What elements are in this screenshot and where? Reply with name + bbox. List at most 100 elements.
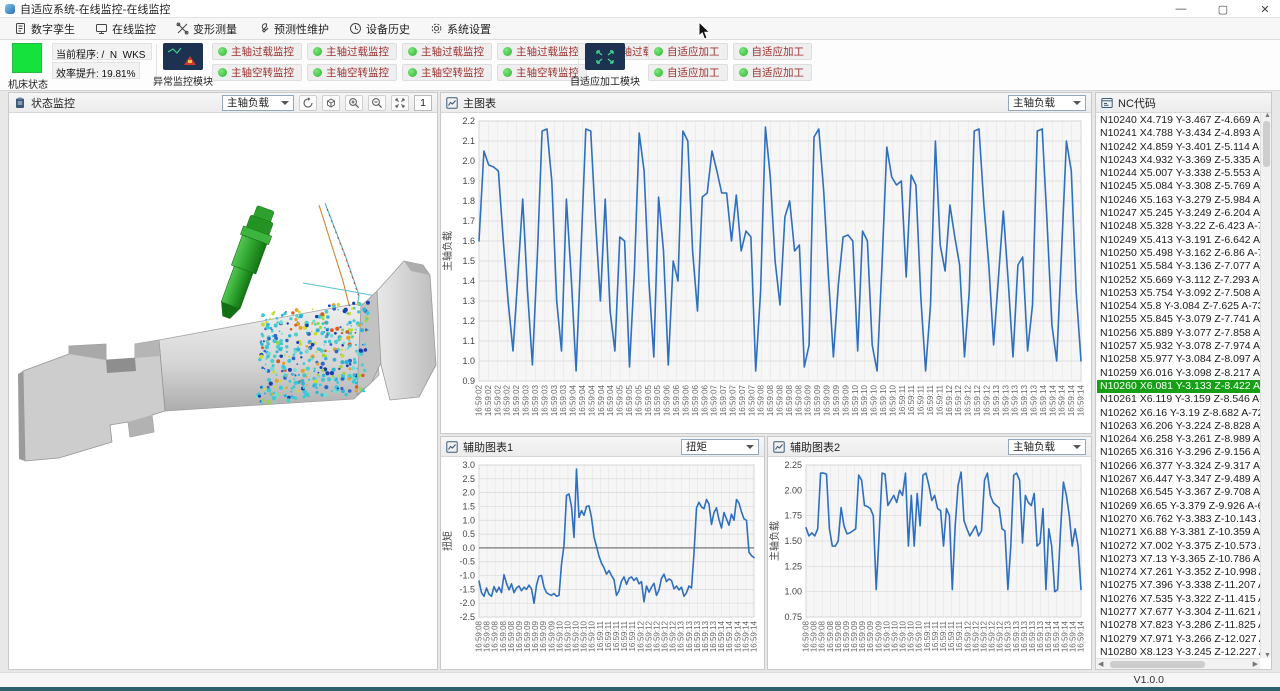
abnormal-monitor-module-icon[interactable] <box>163 43 203 70</box>
nc-code-line[interactable]: N10254 X5.8 Y-3.084 Z-7.625 A-73.571 C <box>1100 300 1260 313</box>
svg-text:16:59:10: 16:59:10 <box>580 620 589 652</box>
menu-item-predictive-maintenance[interactable]: 预测性维护 <box>251 19 339 39</box>
nc-code-line[interactable]: N10279 X7.971 Y-3.266 Z-12.027 A-62.98 <box>1100 632 1260 645</box>
nc-code-line[interactable]: N10251 X5.584 Y-3.136 Z-7.077 A-74.012 <box>1100 260 1260 273</box>
nc-code-line[interactable]: N10263 X6.206 Y-3.224 Z-8.828 A-72.33 C <box>1100 419 1260 432</box>
menu-item-deformation[interactable]: 变形测量 <box>170 19 247 39</box>
nc-code-line[interactable]: N10259 X6.016 Y-3.098 Z-8.217 A-73.036 <box>1100 366 1260 379</box>
dropdown-value: 主轴负载 <box>1013 441 1055 453</box>
svg-text:1.4: 1.4 <box>462 276 475 286</box>
nc-code-line[interactable]: N10243 X4.932 Y-3.369 Z-5.335 A-75.523 <box>1100 153 1260 166</box>
scroll-up-icon[interactable]: ▲ <box>1264 113 1271 119</box>
nc-code-line[interactable]: N10253 X5.754 Y-3.092 Z-7.508 A-73.677 <box>1100 286 1260 299</box>
nc-code-line[interactable]: N10252 X5.669 Y-3.112 Z-7.293 A-73.844 <box>1100 273 1260 286</box>
nc-code-line[interactable]: N10258 X5.977 Y-3.084 Z-8.097 A-73.138 <box>1100 353 1260 366</box>
svg-text:16:59:13: 16:59:13 <box>1001 384 1010 416</box>
adaptive-machining-button[interactable]: 自适应加工 <box>732 64 812 81</box>
nc-code-line[interactable]: N10276 X7.535 Y-3.322 Z-11.415 A-65.22 <box>1100 592 1260 605</box>
nc-code-line[interactable]: N10245 X5.084 Y-3.308 Z-5.769 A-75.088 <box>1100 180 1260 193</box>
zoom-in-button[interactable] <box>345 94 363 111</box>
adaptive-machining-button[interactable]: 自适应加工 <box>648 43 728 60</box>
nc-code-line[interactable]: N10244 X5.007 Y-3.338 Z-5.553 A-75.297 <box>1100 167 1260 180</box>
main-chart-signal-select[interactable]: 主轴负载 <box>1008 94 1086 111</box>
nc-code-line[interactable]: N10270 X6.762 Y-3.383 Z-10.143 A-69.34 <box>1100 512 1260 525</box>
nc-code-line[interactable]: N10249 X5.413 Y-3.191 Z-6.642 A-74.346 <box>1100 233 1260 246</box>
overload-monitor-button[interactable]: 主轴过载监控 <box>212 43 302 60</box>
toolbar: 机床状态 当前程序: /_N_WKS_DIR... 效率提升: 19.81% 异… <box>0 40 1280 91</box>
nc-code-line[interactable]: N10272 X7.002 Y-3.375 Z-10.573 A-68.05 <box>1100 539 1260 552</box>
idle-monitor-button[interactable]: 主轴空转监控 <box>307 64 397 81</box>
nc-code-line[interactable]: N10271 X6.88 Y-3.381 Z-10.359 A-68.711 <box>1100 526 1260 539</box>
machine-3d-viewport[interactable] <box>9 113 437 669</box>
svg-text:16:59:08: 16:59:08 <box>826 620 835 652</box>
maximize-button[interactable]: ▢ <box>1217 3 1229 16</box>
scrollbar-thumb[interactable] <box>1263 121 1270 167</box>
viewer-signal-select[interactable]: 主轴负载 <box>222 94 294 111</box>
view-cube-button[interactable] <box>322 94 340 111</box>
window-title: 自适应系统-在线监控-在线监控 <box>20 3 171 16</box>
menu-item-online-monitor[interactable]: 在线监控 <box>89 19 166 39</box>
svg-text:1.5: 1.5 <box>462 256 475 266</box>
scroll-left-icon[interactable]: ◀ <box>1098 661 1104 668</box>
nc-code-line[interactable]: N10261 X6.119 Y-3.159 Z-8.546 A-72.701 <box>1100 393 1260 406</box>
nc-code-line[interactable]: N10242 X4.859 Y-3.401 Z-5.114 A-75.775 <box>1100 140 1260 153</box>
nc-code-line[interactable]: N10260 X6.081 Y-3.133 Z-8.422 A-72.835 <box>1097 379 1260 394</box>
overload-monitor-button[interactable]: 主轴过载监控 <box>497 43 587 60</box>
nc-code-line[interactable]: N10277 X7.677 Y-3.304 Z-11.621 A-64.48 <box>1100 605 1260 618</box>
menu-item-digital-twin[interactable]: 数字孪生 <box>8 19 85 39</box>
svg-text:16:59:14: 16:59:14 <box>741 620 750 652</box>
nc-code-line[interactable]: N10265 X6.316 Y-3.296 Z-9.156 A-71.771 <box>1100 446 1260 459</box>
nc-code-line[interactable]: N10241 X4.788 Y-3.434 Z-4.893 A-76.062 <box>1100 127 1260 140</box>
idle-monitor-button[interactable]: 主轴空转监控 <box>402 64 492 81</box>
scrollbar-thumb[interactable] <box>1110 661 1205 668</box>
idle-monitor-button[interactable]: 主轴空转监控 <box>497 64 587 81</box>
nc-code-line[interactable]: N10274 X7.261 Y-3.352 Z-10.998 A-66.67 <box>1100 566 1260 579</box>
minimize-button[interactable]: — <box>1175 3 1187 15</box>
nc-code-line[interactable]: N10250 X5.498 Y-3.162 Z-6.86 A-74.178 C <box>1100 246 1260 259</box>
nc-code-line[interactable]: N10268 X6.545 Y-3.367 Z-9.708 A-70.519 <box>1100 486 1260 499</box>
overload-monitor-button[interactable]: 主轴过载监控 <box>402 43 492 60</box>
nc-code-line[interactable]: N10278 X7.823 Y-3.286 Z-11.825 A-63.73 <box>1100 619 1260 632</box>
svg-text:16:59:09: 16:59:09 <box>531 620 540 652</box>
svg-text:16:59:06: 16:59:06 <box>700 384 709 416</box>
menu-item-system-settings[interactable]: 系统设置 <box>424 19 501 39</box>
nc-code-line[interactable]: N10267 X6.447 Y-3.347 Z-9.489 A-71.055 <box>1100 473 1260 486</box>
nc-vertical-scrollbar[interactable]: ▲ ▼ <box>1260 113 1271 659</box>
nc-code-line[interactable]: N10257 X5.932 Y-3.078 Z-7.974 A-73.243 <box>1100 340 1260 353</box>
nc-horizontal-scrollbar[interactable]: ◀ ▶ <box>1096 658 1260 669</box>
nc-code-line[interactable]: N10247 X5.245 Y-3.249 Z-6.204 A-74.701 <box>1100 207 1260 220</box>
svg-text:16:59:09: 16:59:09 <box>866 620 875 652</box>
nc-code-line[interactable]: N10240 X4.719 Y-3.467 Z-4.669 A-76.396 <box>1100 114 1260 126</box>
nc-code-line[interactable]: N10246 X5.163 Y-3.279 Z-5.984 A-74.892 <box>1100 193 1260 206</box>
zoom-out-button[interactable] <box>368 94 386 111</box>
aux-chart1-signal-select[interactable]: 扭矩 <box>681 438 759 455</box>
overload-monitor-button[interactable]: 主轴过载监控 <box>307 43 397 60</box>
adaptive-machining-button[interactable]: 自适应加工 <box>732 43 812 60</box>
svg-text:1.6: 1.6 <box>462 236 475 246</box>
fit-view-button[interactable] <box>391 94 409 111</box>
nc-code-line[interactable]: N10262 X6.16 Y-3.19 Z-8.682 A-72.534 C <box>1100 406 1260 419</box>
heatmap-point-cloud <box>255 300 370 405</box>
nc-code-line[interactable]: N10269 X6.65 Y-3.379 Z-9.926 A-69.947 C <box>1100 499 1260 512</box>
chevron-down-icon <box>746 444 754 449</box>
orbit-button[interactable] <box>299 94 317 111</box>
nc-code-line[interactable]: N10256 X5.889 Y-3.077 Z-7.858 A-73.348 <box>1100 326 1260 339</box>
svg-text:16:59:08: 16:59:08 <box>507 620 516 652</box>
nc-code-line[interactable]: N10273 X7.13 Y-3.365 Z-10.786 A-67.372 <box>1100 552 1260 565</box>
scale-button[interactable]: 1 <box>414 94 432 111</box>
close-button[interactable]: ✕ <box>1260 3 1270 16</box>
idle-monitor-button[interactable]: 主轴空转监控 <box>212 64 302 81</box>
scroll-right-icon[interactable]: ▶ <box>1252 661 1258 668</box>
nc-code-line[interactable]: N10264 X6.258 Y-3.261 Z-8.989 A-72.072 <box>1100 433 1260 446</box>
panel-title: 状态监控 <box>31 97 75 110</box>
nc-code-line[interactable]: N10255 X5.845 Y-3.079 Z-7.741 A-73.458 <box>1100 313 1260 326</box>
scroll-down-icon[interactable]: ▼ <box>1264 652 1271 659</box>
nc-code-line[interactable]: N10275 X7.396 Y-3.338 Z-11.207 A-65.95 <box>1100 579 1260 592</box>
menu-item-device-history[interactable]: 设备历史 <box>343 19 420 39</box>
adaptive-machining-button[interactable]: 自适应加工 <box>648 64 728 81</box>
aux-chart2-signal-select[interactable]: 主轴负载 <box>1008 438 1086 455</box>
nc-code-line[interactable]: N10266 X6.377 Y-3.324 Z-9.317 A-71.443 <box>1100 459 1260 472</box>
adaptive-machining-module-icon[interactable] <box>585 43 625 70</box>
nc-code-line[interactable]: N10248 X5.328 Y-3.22 Z-6.423 A-74.52 C <box>1100 220 1260 233</box>
nc-code-line[interactable]: N10280 X8.123 Y-3.245 Z-12.227 A-62.23 <box>1100 645 1260 658</box>
